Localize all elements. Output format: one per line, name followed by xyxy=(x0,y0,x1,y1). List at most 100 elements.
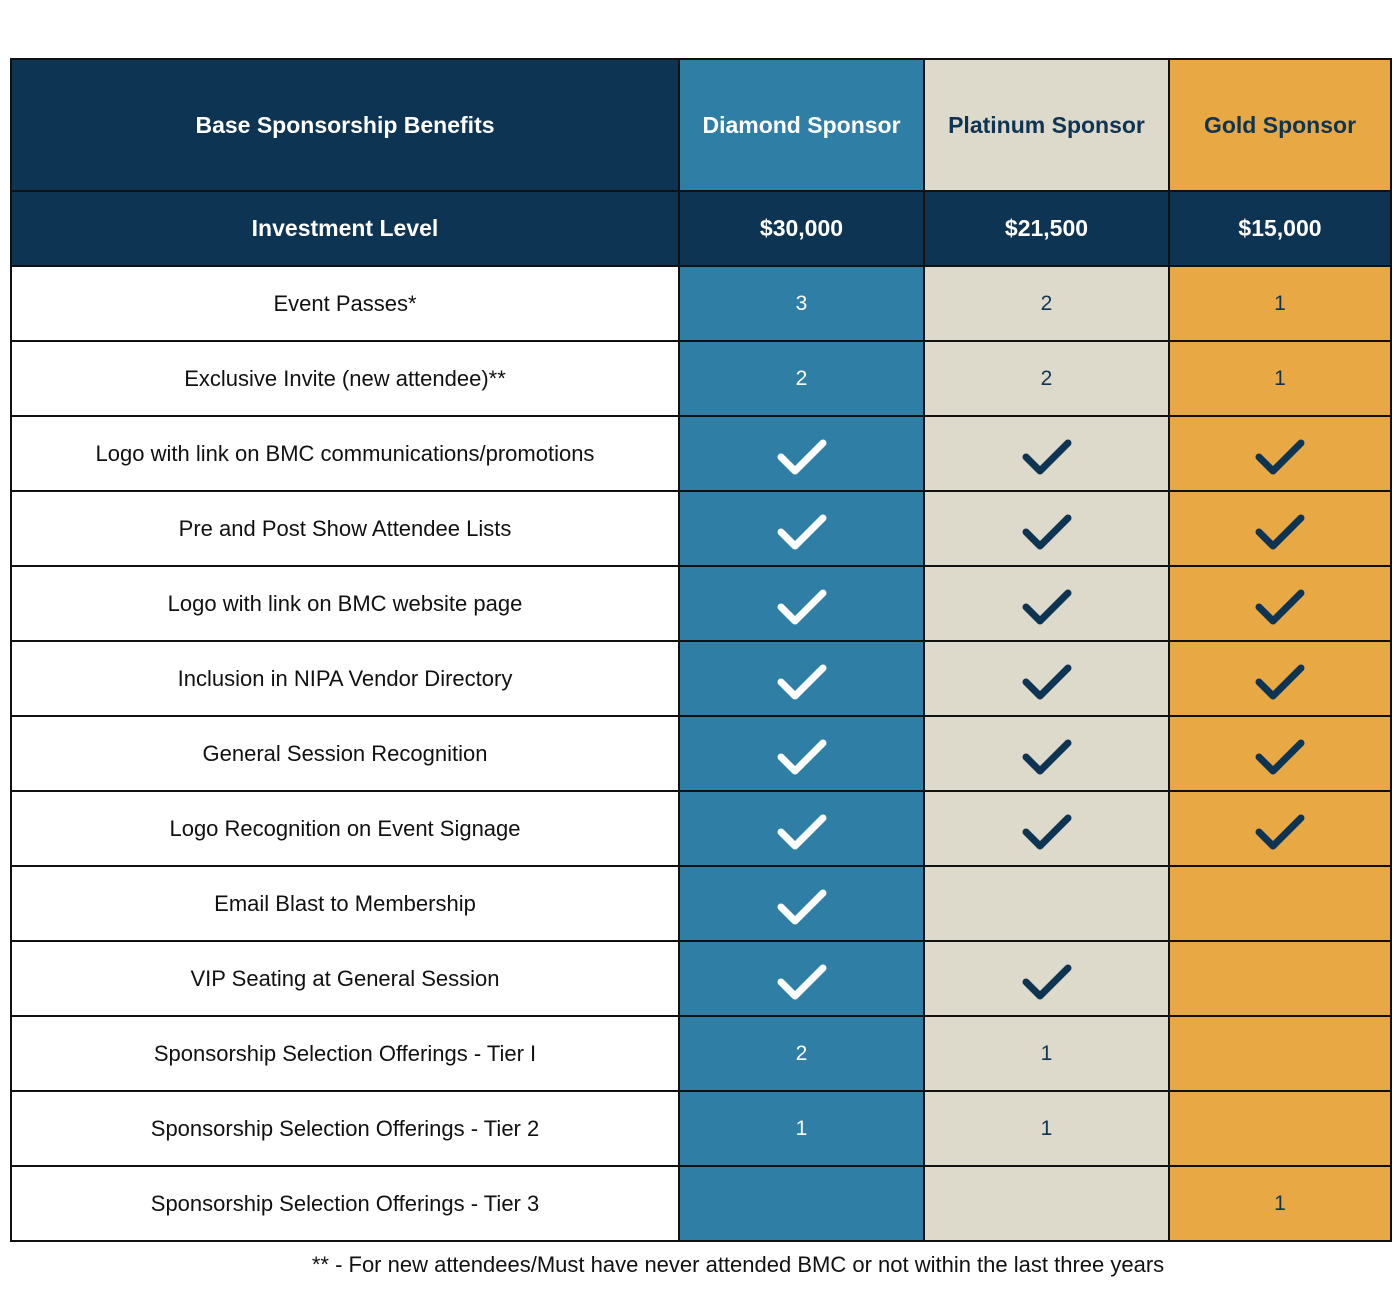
gold-cell xyxy=(1168,640,1392,717)
diamond-cell xyxy=(678,865,925,942)
benefit-label: Logo with link on BMC website page xyxy=(10,565,680,642)
diamond-cell: 2 xyxy=(678,340,925,417)
platinum-cell xyxy=(923,415,1170,492)
platinum-cell xyxy=(923,715,1170,792)
header-diamond: Diamond Sponsor xyxy=(678,58,925,192)
benefit-label: Sponsorship Selection Offerings - Tier I xyxy=(10,1015,680,1092)
gold-cell xyxy=(1168,1015,1392,1092)
platinum-cell: 2 xyxy=(923,340,1170,417)
checkmark-icon xyxy=(680,662,923,702)
gold-cell xyxy=(1168,415,1392,492)
diamond-cell xyxy=(678,790,925,867)
footnote: ** - For new attendees/Must have never a… xyxy=(311,1252,1165,1277)
platinum-cell: 2 xyxy=(923,265,1170,342)
gold-cell xyxy=(1168,1090,1392,1167)
investment-label: Investment Level xyxy=(10,190,680,267)
checkmark-icon xyxy=(1170,437,1390,477)
diamond-cell: 3 xyxy=(678,265,925,342)
table-header-row: Base Sponsorship Benefits Diamond Sponso… xyxy=(10,58,1392,192)
checkmark-icon xyxy=(1170,737,1390,777)
diamond-cell xyxy=(678,640,925,717)
table-row: Logo Recognition on Event Signage xyxy=(10,790,1392,867)
checkmark-icon xyxy=(925,812,1168,852)
gold-cell: 1 xyxy=(1168,1165,1392,1242)
diamond-cell xyxy=(678,715,925,792)
table-row: Logo with link on BMC website page xyxy=(10,565,1392,642)
table-row: Exclusive Invite (new attendee)** 2 2 1 xyxy=(10,340,1392,417)
diamond-cell xyxy=(678,1165,925,1242)
table-row: Inclusion in NIPA Vendor Directory xyxy=(10,640,1392,717)
platinum-cell xyxy=(923,1165,1170,1242)
platinum-cell xyxy=(923,940,1170,1017)
checkmark-icon xyxy=(1170,662,1390,702)
platinum-cell xyxy=(923,565,1170,642)
checkmark-icon xyxy=(680,812,923,852)
checkmark-icon xyxy=(1170,512,1390,552)
gold-cell xyxy=(1168,490,1392,567)
benefit-label: Logo Recognition on Event Signage xyxy=(10,790,680,867)
gold-cell: 1 xyxy=(1168,265,1392,342)
benefit-label: Email Blast to Membership xyxy=(10,865,680,942)
platinum-cell xyxy=(923,490,1170,567)
platinum-cell: 1 xyxy=(923,1015,1170,1092)
benefit-label: Pre and Post Show Attendee Lists xyxy=(10,490,680,567)
benefit-label: Sponsorship Selection Offerings - Tier 3 xyxy=(10,1165,680,1242)
diamond-cell xyxy=(678,415,925,492)
diamond-cell: 2 xyxy=(678,1015,925,1092)
checkmark-icon xyxy=(1170,812,1390,852)
platinum-cell xyxy=(923,790,1170,867)
checkmark-icon xyxy=(680,512,923,552)
checkmark-icon xyxy=(925,512,1168,552)
diamond-cell: 1 xyxy=(678,1090,925,1167)
benefit-label: Event Passes* xyxy=(10,265,680,342)
benefit-label: VIP Seating at General Session xyxy=(10,940,680,1017)
checkmark-icon xyxy=(680,887,923,927)
investment-diamond: $30,000 xyxy=(678,190,925,267)
sponsorship-benefits-table: Base Sponsorship Benefits Diamond Sponso… xyxy=(10,58,1392,1242)
checkmark-icon xyxy=(680,587,923,627)
benefit-label: Exclusive Invite (new attendee)** xyxy=(10,340,680,417)
platinum-cell: 1 xyxy=(923,1090,1170,1167)
header-gold: Gold Sponsor xyxy=(1168,58,1392,192)
checkmark-icon xyxy=(925,587,1168,627)
diamond-cell xyxy=(678,490,925,567)
checkmark-icon xyxy=(925,437,1168,477)
gold-cell xyxy=(1168,715,1392,792)
platinum-cell xyxy=(923,640,1170,717)
checkmark-icon xyxy=(925,737,1168,777)
checkmark-icon xyxy=(925,962,1168,1002)
gold-cell xyxy=(1168,865,1392,942)
checkmark-icon xyxy=(680,962,923,1002)
benefit-label: Sponsorship Selection Offerings - Tier 2 xyxy=(10,1090,680,1167)
platinum-cell xyxy=(923,865,1170,942)
checkmark-icon xyxy=(1170,587,1390,627)
table-row: VIP Seating at General Session xyxy=(10,940,1392,1017)
table-row: Email Blast to Membership xyxy=(10,865,1392,942)
benefit-label: Logo with link on BMC communications/pro… xyxy=(10,415,680,492)
table-row: Event Passes* 3 2 1 xyxy=(10,265,1392,342)
table-row: Logo with link on BMC communications/pro… xyxy=(10,415,1392,492)
header-benefits: Base Sponsorship Benefits xyxy=(10,58,680,192)
table-body: Event Passes* 3 2 1 Exclusive Invite (new at… xyxy=(10,265,1392,1242)
benefit-label: General Session Recognition xyxy=(10,715,680,792)
table-row: Pre and Post Show Attendee Lists xyxy=(10,490,1392,567)
gold-cell: 1 xyxy=(1168,340,1392,417)
table-row: General Session Recognition xyxy=(10,715,1392,792)
table-row: Sponsorship Selection Offerings - Tier 2… xyxy=(10,1090,1392,1167)
table-row: Sponsorship Selection Offerings - Tier 3… xyxy=(10,1165,1392,1242)
investment-row: Investment Level $30,000 $21,500 $15,000 xyxy=(10,190,1392,267)
gold-cell xyxy=(1168,790,1392,867)
checkmark-icon xyxy=(680,737,923,777)
diamond-cell xyxy=(678,940,925,1017)
diamond-cell xyxy=(678,565,925,642)
benefit-label: Inclusion in NIPA Vendor Directory xyxy=(10,640,680,717)
table-row: Sponsorship Selection Offerings - Tier I… xyxy=(10,1015,1392,1092)
gold-cell xyxy=(1168,940,1392,1017)
checkmark-icon xyxy=(925,662,1168,702)
investment-platinum: $21,500 xyxy=(923,190,1170,267)
checkmark-icon xyxy=(680,437,923,477)
gold-cell xyxy=(1168,565,1392,642)
header-platinum: Platinum Sponsor xyxy=(923,58,1170,192)
investment-gold: $15,000 xyxy=(1168,190,1392,267)
